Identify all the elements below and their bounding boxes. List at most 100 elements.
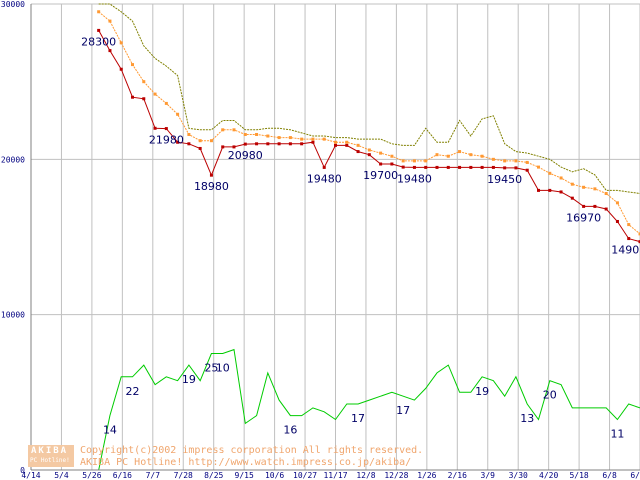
average-price-point bbox=[153, 92, 157, 96]
average-price-point bbox=[187, 132, 191, 136]
price-label: 28300 bbox=[81, 35, 116, 48]
min-price-point bbox=[300, 142, 304, 146]
average-price-point bbox=[559, 176, 563, 180]
shop-count-label: 14 bbox=[103, 424, 117, 437]
average-price-point bbox=[277, 136, 281, 140]
min-price-point bbox=[97, 28, 101, 32]
min-price-point bbox=[570, 196, 574, 200]
shop-count-label: 19 bbox=[182, 373, 196, 386]
shop-count-line bbox=[98, 348, 640, 471]
min-price-point bbox=[367, 153, 371, 157]
x-tick-label: 3/30 bbox=[509, 471, 528, 480]
average-price-point bbox=[638, 232, 640, 236]
shop-count-label: 16 bbox=[283, 424, 297, 437]
min-price-point bbox=[255, 142, 259, 146]
average-price-point bbox=[480, 154, 484, 158]
average-price-point bbox=[119, 41, 123, 45]
x-tick-label: 12/28 bbox=[384, 471, 408, 480]
average-price-point bbox=[345, 140, 349, 144]
min-price-point bbox=[582, 204, 586, 208]
average-price-point bbox=[593, 187, 597, 191]
min-price-point bbox=[131, 95, 134, 99]
x-tick-label: 10/27 bbox=[293, 471, 317, 480]
min-price-point bbox=[424, 165, 428, 169]
average-price-point bbox=[311, 137, 315, 141]
average-price-point bbox=[209, 139, 213, 143]
average-price-point bbox=[131, 63, 134, 67]
min-price-point bbox=[469, 165, 473, 169]
average-price-point bbox=[525, 160, 529, 164]
x-tick-label: 4/20 bbox=[539, 471, 558, 480]
site-url-line: AKIBA PC Hotline! http://www.watch.impre… bbox=[80, 457, 412, 468]
average-price-point bbox=[356, 143, 360, 147]
min-price-point bbox=[638, 240, 640, 244]
average-price-point bbox=[627, 223, 631, 227]
x-tick-label: 7/28 bbox=[174, 471, 193, 480]
y-tick-label: 20000 bbox=[1, 155, 25, 164]
min-price-point bbox=[221, 145, 225, 149]
average-price-point bbox=[198, 139, 202, 143]
average-price-point bbox=[379, 151, 383, 155]
y-tick-label: 30000 bbox=[1, 0, 25, 9]
average-price-point bbox=[615, 201, 619, 205]
price-label: 18980 bbox=[194, 180, 229, 193]
x-tick-label: 5/18 bbox=[569, 471, 588, 480]
average-price-point bbox=[334, 140, 337, 144]
x-tick-label: 10/6 bbox=[265, 471, 284, 480]
average-price-point bbox=[97, 10, 101, 14]
x-tick-label: 8/25 bbox=[204, 471, 223, 480]
min-price-point bbox=[401, 165, 405, 169]
min-price-point bbox=[322, 165, 326, 169]
average-price-point bbox=[243, 132, 247, 136]
min-price-point bbox=[604, 207, 608, 211]
min-price-point bbox=[277, 142, 281, 146]
grid bbox=[30, 3, 640, 471]
average-price-point bbox=[469, 153, 473, 157]
average-price-point bbox=[458, 150, 462, 154]
min-price-point bbox=[266, 142, 270, 146]
copyright-watermark: AKIBA PC Hotline! Copyright(c)2002 impre… bbox=[28, 445, 548, 469]
x-tick-label: 1/26 bbox=[417, 471, 436, 480]
average-price-point bbox=[288, 136, 292, 140]
shop-count-label: 17 bbox=[396, 404, 410, 417]
average-price-point bbox=[401, 159, 405, 163]
average-price-point bbox=[390, 154, 394, 158]
average-price-point bbox=[108, 19, 112, 23]
average-price-point bbox=[570, 182, 574, 186]
shop-count-label: 11 bbox=[610, 428, 624, 441]
price-label: 21980 bbox=[149, 134, 184, 147]
x-tick-label: 5/26 bbox=[82, 471, 101, 480]
average-price-point bbox=[255, 132, 259, 136]
copyright-line: Copyright(c)2002 impress corporation All… bbox=[80, 445, 424, 456]
min-price-point bbox=[164, 127, 168, 131]
akiba-logo: AKIBA PC Hotline! bbox=[28, 445, 74, 467]
min-price-point bbox=[176, 140, 180, 144]
average-price-point bbox=[266, 134, 270, 138]
shop-count-label: 19 bbox=[475, 385, 489, 398]
average-price-point bbox=[503, 159, 507, 163]
series-layer bbox=[97, 3, 640, 471]
average-price-point bbox=[232, 128, 236, 132]
x-tick-label: 2/16 bbox=[448, 471, 467, 480]
average-price-point bbox=[221, 128, 225, 132]
price-label: 16970 bbox=[566, 211, 601, 224]
average-price-point bbox=[604, 192, 608, 196]
min-price-point bbox=[379, 162, 383, 166]
x-tick-label: 6/29 bbox=[630, 471, 640, 480]
average-price-point bbox=[435, 153, 439, 157]
min-price-point bbox=[311, 140, 315, 144]
min-price-point bbox=[119, 67, 123, 71]
average-price-point bbox=[164, 101, 168, 105]
average-price-point bbox=[446, 154, 450, 158]
x-tick-label: 12/8 bbox=[356, 471, 375, 480]
logo-text: AKIBA bbox=[31, 446, 69, 456]
price-label: 19700 bbox=[363, 169, 398, 182]
average-price-point bbox=[412, 159, 416, 163]
shop-count-label: 25 bbox=[204, 362, 218, 375]
price-label: 14900 bbox=[611, 244, 640, 257]
min-price-point bbox=[491, 165, 495, 169]
min-price-point bbox=[108, 49, 112, 53]
